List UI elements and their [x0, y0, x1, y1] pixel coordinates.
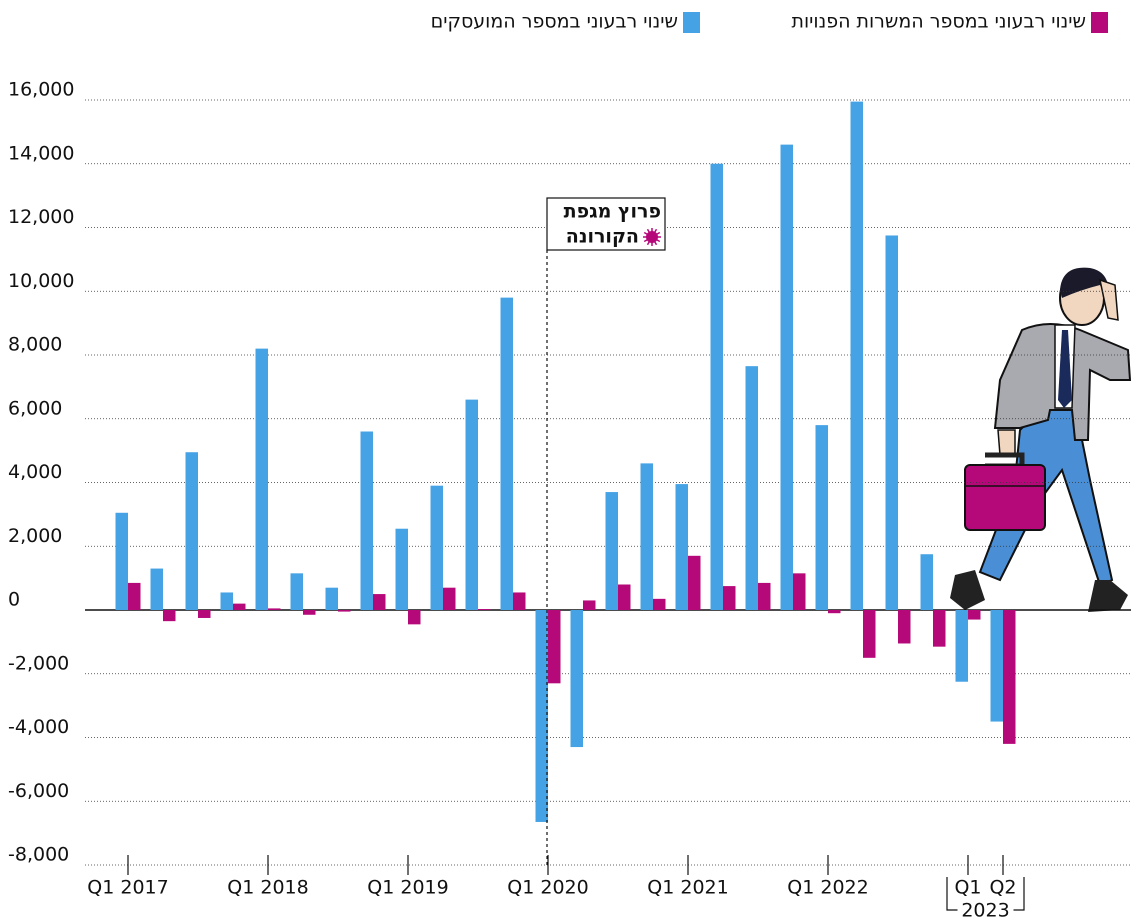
bar [303, 610, 316, 615]
y-tick-label: 6,000 [8, 397, 62, 419]
annotation-text: פרוץ מגפת [564, 201, 661, 223]
y-tick-label: -8,000 [8, 844, 69, 866]
bar [781, 145, 794, 610]
bar [863, 610, 876, 658]
bar [886, 235, 899, 610]
bar [221, 592, 234, 610]
y-tick-label: 16,000 [8, 79, 74, 101]
legend-label: שינוי רבעוני במספר המועסקים [431, 11, 678, 33]
y-tick-label: -2,000 [8, 652, 69, 674]
x-tick-label: Q1 2022 [787, 877, 868, 899]
annotation-text: הקורונה [566, 226, 639, 248]
bar [233, 604, 246, 610]
legend-label: שינוי רבעוני במספר המשרות הפנויות [792, 11, 1087, 33]
bar [256, 349, 269, 610]
x-tick-label: Q1 [954, 877, 981, 899]
bar [618, 585, 631, 611]
bar [431, 486, 444, 610]
bar [723, 586, 736, 610]
chart: שינוי רבעוני במספר המשרות הפנויות שינוי ר… [0, 0, 1131, 920]
virus-icon [646, 231, 658, 243]
bar [641, 463, 654, 610]
bar [828, 610, 841, 613]
bar [793, 573, 806, 610]
bar [536, 610, 549, 822]
y-tick-label: 2,000 [8, 525, 62, 547]
bar [116, 513, 129, 610]
bar [478, 609, 491, 610]
bar [991, 610, 1004, 722]
bar [408, 610, 421, 624]
bar [851, 102, 864, 610]
bar [326, 588, 339, 610]
bar [338, 610, 351, 612]
bar [898, 610, 911, 643]
bar [676, 484, 689, 610]
bar [711, 164, 724, 610]
bar [163, 610, 176, 621]
bar [291, 573, 304, 610]
bar [268, 608, 281, 610]
y-tick-label: 10,000 [8, 270, 74, 292]
x-tick-label: Q2 [989, 877, 1016, 899]
bar [571, 610, 584, 747]
bar [443, 588, 456, 610]
x-tick-label: Q1 2018 [227, 877, 308, 899]
y-tick-label: 0 [8, 589, 20, 611]
bar [921, 554, 934, 610]
x-tick-label: Q1 2021 [647, 877, 728, 899]
y-tick-label: -4,000 [8, 716, 69, 738]
y-tick-label: 14,000 [8, 142, 74, 164]
bar [956, 610, 969, 682]
bar [688, 556, 701, 610]
bar [1003, 610, 1016, 744]
legend-swatch [683, 12, 700, 33]
group-label: 2023 [961, 900, 1009, 920]
bar [758, 583, 771, 610]
bar [968, 610, 981, 620]
x-tick-label: Q1 2019 [367, 877, 448, 899]
x-tick-label: Q1 2020 [507, 877, 588, 899]
bar [746, 366, 759, 610]
bar [653, 599, 666, 610]
bar [513, 592, 526, 610]
legend: שינוי רבעוני במספר המשרות הפנויות שינוי ר… [431, 11, 1108, 34]
legend-swatch [1091, 12, 1108, 33]
grid: -8,000 -6,000 -4,000 -2,000 0 2,000 4,000 6,000… [8, 79, 1131, 866]
bar [128, 583, 141, 610]
y-tick-label: 12,000 [8, 206, 74, 228]
bar [606, 492, 619, 610]
x-tick-label: Q1 2017 [87, 877, 168, 899]
illustration [950, 268, 1130, 612]
bar [583, 600, 596, 610]
bar [396, 529, 409, 610]
bar [548, 610, 561, 683]
bar [933, 610, 946, 647]
bar [373, 594, 386, 610]
bar [466, 400, 479, 610]
bar [501, 298, 514, 610]
bar [186, 452, 199, 610]
y-tick-label: 8,000 [8, 334, 62, 356]
y-tick-label: -6,000 [8, 780, 69, 802]
bar [198, 610, 211, 618]
bar [816, 425, 829, 610]
bar [361, 432, 374, 611]
y-tick-label: 4,000 [8, 461, 62, 483]
bar [151, 569, 164, 610]
